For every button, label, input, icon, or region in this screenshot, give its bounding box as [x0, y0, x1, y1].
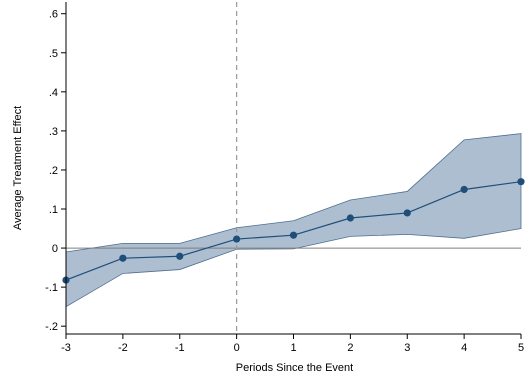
x-tick-label: 5: [518, 342, 524, 354]
data-point: [403, 209, 411, 217]
x-tick-label: -1: [175, 342, 185, 354]
data-point: [233, 235, 241, 243]
y-tick-label: .2: [49, 165, 58, 177]
y-tick-label: -.2: [45, 321, 58, 333]
x-tick-label: 0: [234, 342, 240, 354]
data-point: [119, 254, 127, 262]
data-point: [517, 178, 525, 186]
x-tick-label: 2: [347, 342, 353, 354]
x-axis-title: Periods Since the Event: [236, 362, 353, 374]
y-tick-label: 0: [52, 243, 58, 255]
y-tick-label: -.1: [45, 282, 58, 294]
y-tick-label: .6: [49, 9, 58, 21]
x-tick-label: 3: [404, 342, 410, 354]
y-tick-label: .4: [49, 87, 58, 99]
data-point: [176, 252, 184, 260]
data-point: [460, 185, 468, 194]
y-tick-label: .1: [49, 204, 58, 216]
data-point: [346, 214, 354, 222]
x-tick-label: 4: [461, 342, 467, 354]
y-tick-label: .5: [49, 48, 58, 60]
x-tick-label: -3: [61, 342, 71, 354]
x-tick-label: -2: [118, 342, 128, 354]
y-tick-label: .3: [49, 126, 58, 138]
data-point: [289, 231, 298, 239]
confidence-band: [65, 133, 522, 308]
x-tick-label: 1: [290, 342, 296, 354]
y-axis-title: Average Treatment Effect: [12, 106, 24, 230]
